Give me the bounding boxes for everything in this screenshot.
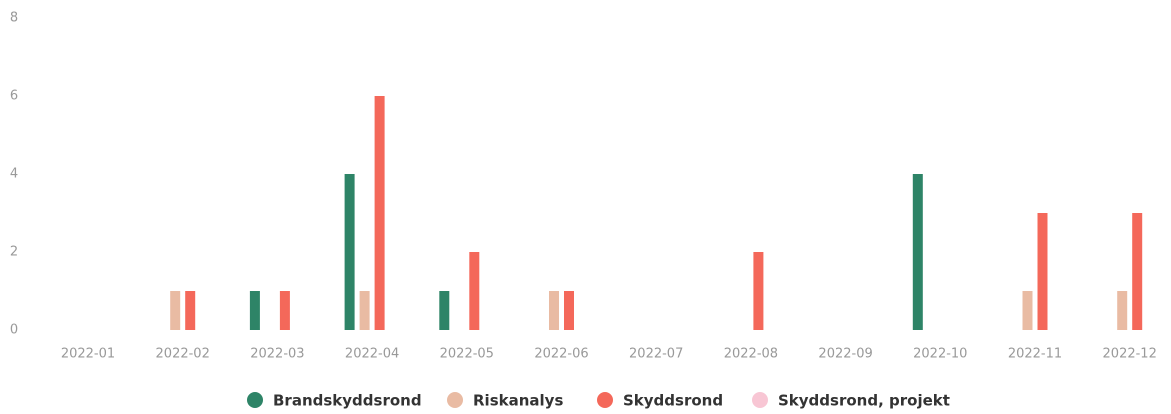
x-tick-label: 2022-12: [1103, 347, 1157, 362]
y-tick-label: 6: [10, 89, 18, 104]
x-tick-label: 2022-01: [61, 347, 115, 362]
legend-swatch: [247, 392, 263, 408]
bar: [185, 291, 196, 330]
bar: [1037, 213, 1048, 330]
x-tick-label: 2022-09: [818, 347, 872, 362]
x-tick-label: 2022-07: [629, 347, 683, 362]
y-tick-label: 0: [10, 323, 18, 338]
x-tick-label: 2022-10: [913, 347, 967, 362]
x-tick-label: 2022-02: [156, 347, 210, 362]
x-tick-label: 2022-06: [534, 347, 588, 362]
bar: [549, 291, 559, 330]
bar: [1117, 291, 1128, 330]
bar: [1132, 213, 1143, 330]
y-tick-label: 2: [10, 245, 18, 260]
x-tick-label: 2022-11: [1008, 347, 1062, 362]
bar: [170, 291, 181, 330]
legend-label: Riskanalys: [473, 392, 563, 410]
legend-label: Skyddsrond: [623, 392, 723, 410]
bar: [344, 174, 355, 330]
bar: [439, 291, 450, 330]
legend-swatch: [597, 392, 613, 408]
bar: [249, 291, 260, 330]
bar: [753, 252, 764, 330]
bar: [279, 291, 290, 330]
bar: [912, 174, 923, 330]
y-tick-label: 8: [10, 11, 18, 26]
legend-label: Brandskyddsrond: [273, 392, 422, 410]
x-tick-label: 2022-03: [250, 347, 304, 362]
bar: [359, 291, 370, 330]
x-tick-label: 2022-08: [724, 347, 778, 362]
y-tick-label: 4: [10, 167, 18, 182]
x-tick-label: 2022-04: [345, 347, 399, 362]
bar: [469, 252, 480, 330]
legend-label: Skyddsrond, projekt: [778, 392, 950, 410]
legend-swatch: [752, 392, 768, 408]
bar: [1022, 291, 1033, 330]
bar: [374, 96, 385, 330]
bar: [564, 291, 574, 330]
x-tick-label: 2022-05: [440, 347, 494, 362]
legend-swatch: [447, 392, 463, 408]
